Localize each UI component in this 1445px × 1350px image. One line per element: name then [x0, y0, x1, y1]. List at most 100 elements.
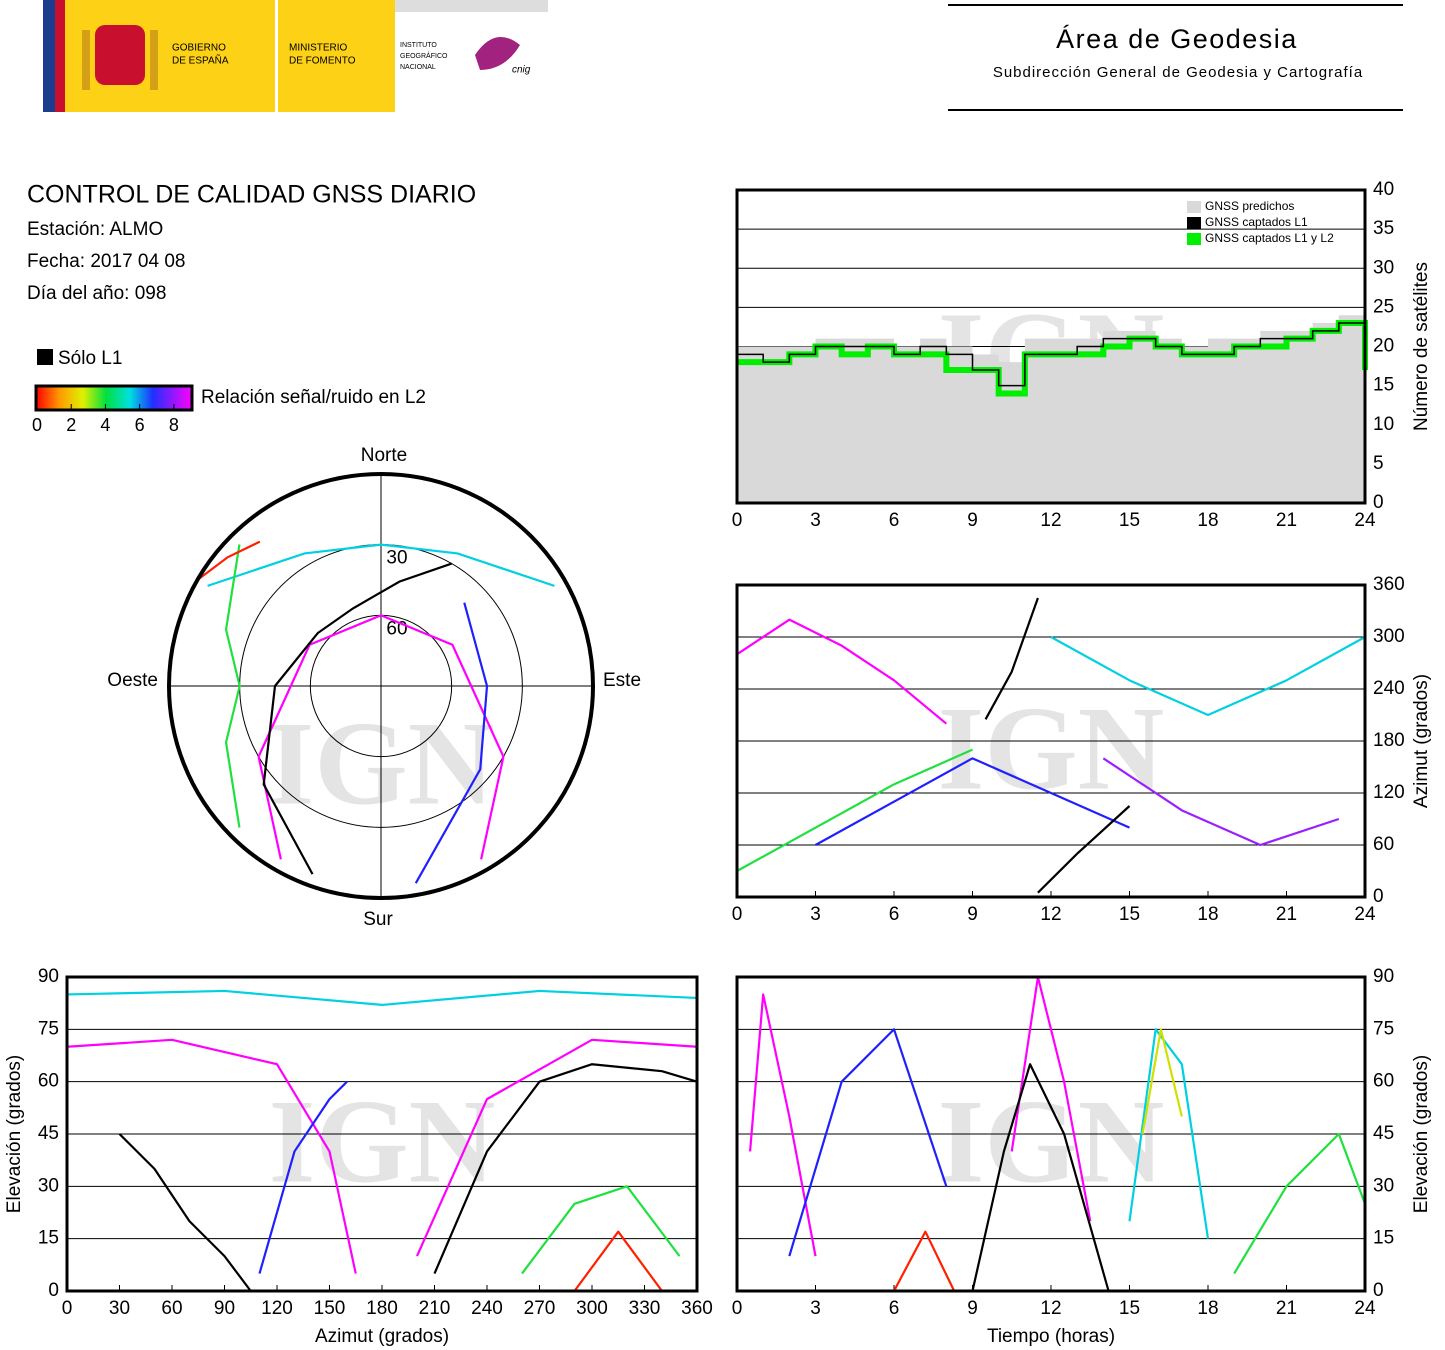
satellite-track [788, 1028, 948, 1257]
satellite-track [573, 1230, 663, 1292]
colorbar-label: Relación señal/ruido en L2 [201, 387, 426, 408]
satellite-track [118, 1133, 252, 1292]
x-tick-label: 90 [214, 1298, 235, 1319]
logo-text: DE FOMENTO [289, 56, 356, 67]
y-tick-label: 45 [1373, 1123, 1394, 1144]
satellite-track [1037, 805, 1131, 894]
y-tick-label: 75 [1373, 1018, 1394, 1039]
direction-label: Norte [361, 445, 407, 466]
satellite-track [207, 543, 555, 587]
satellite-track [258, 1080, 348, 1274]
satellite-track [1010, 975, 1092, 1222]
legend-label: GNSS captados L1 y L2 [1205, 231, 1334, 245]
x-tick-label: 150 [314, 1298, 346, 1319]
x-tick-label: 60 [161, 1298, 182, 1319]
x-tick-label: 120 [261, 1298, 293, 1319]
x-tick-label: 15 [1119, 510, 1140, 531]
station: Estación: ALMO [27, 219, 163, 240]
satellite-track [984, 597, 1039, 720]
colorbar-tick-label: 8 [169, 415, 179, 435]
y-tick-label: 120 [1373, 782, 1405, 803]
header-title: Área de Geodesia [1056, 24, 1298, 54]
y-tick-label: 30 [1373, 1175, 1394, 1196]
satellite-track [433, 1063, 698, 1274]
r-tick-label: 30 [386, 548, 407, 569]
logo-text: NACIONAL [400, 64, 436, 71]
y-tick-label: 40 [1373, 179, 1394, 200]
x-tick-label: 24 [1354, 1298, 1376, 1319]
y-tick-label: 5 [1373, 453, 1384, 474]
x-tick-label: 0 [62, 1298, 73, 1319]
y-tick-label: 25 [1373, 296, 1394, 317]
x-tick-label: 180 [366, 1298, 398, 1319]
y-tick-label: 75 [38, 1018, 59, 1039]
x-tick-label: 12 [1040, 904, 1061, 925]
line [737, 322, 1366, 387]
legend-label: GNSS predichos [1205, 199, 1294, 213]
y-tick-label: 30 [1373, 257, 1394, 278]
y-tick-label: 360 [1373, 574, 1405, 595]
y-tick-label: 35 [1373, 218, 1394, 239]
logo-text: GEOGRÁFICO [400, 51, 448, 60]
satellite-track [736, 618, 948, 725]
satellite-track [1102, 757, 1340, 847]
y-tick-label: 20 [1373, 336, 1394, 357]
colorbar-tick-label: 0 [32, 415, 42, 435]
y-tick-label: 60 [1373, 834, 1394, 855]
y-tick-label: 60 [1373, 1071, 1394, 1092]
x-tick-label: 6 [889, 904, 900, 925]
x-tick-label: 9 [967, 510, 978, 531]
satellite-track [521, 1185, 681, 1275]
x-tick-label: 210 [419, 1298, 451, 1319]
logo-text: INSTITUTO [400, 42, 437, 49]
satellite-track [971, 1063, 1110, 1292]
y-tick-label: 45 [38, 1123, 59, 1144]
y-axis-title: Azimut (grados) [1411, 674, 1432, 808]
colorbar-tick-label: 2 [66, 415, 76, 435]
y-tick-label: 0 [1373, 886, 1384, 907]
watermark: IGN [938, 682, 1165, 815]
satellite-track [814, 757, 1130, 846]
satellite-track [1233, 1132, 1367, 1275]
x-tick-label: 330 [629, 1298, 661, 1319]
x-tick-label: 3 [810, 904, 821, 925]
y-tick-label: 10 [1373, 414, 1394, 435]
y-axis-title: Elevación (grados) [1411, 1055, 1432, 1213]
logo-text: DE ESPAÑA [172, 54, 229, 67]
legend-swatch [1187, 201, 1201, 213]
logo-text: GOBIERNO [172, 43, 226, 54]
logo: GOBIERNO DE ESPAÑA MINISTERIO DE FOMENTO… [43, 0, 548, 112]
satellite-track [893, 1230, 956, 1292]
logo-text: MINISTERIO [289, 43, 348, 54]
y-axis-title: Número de satélites [1411, 262, 1432, 431]
x-tick-label: 6 [889, 1298, 900, 1319]
watermark: IGN [938, 1075, 1165, 1208]
y-tick-label: 300 [1373, 626, 1405, 647]
satellite-track [736, 748, 973, 872]
satellite-track [1141, 1028, 1183, 1135]
x-tick-label: 0 [732, 1298, 743, 1319]
report-title: CONTROL DE CALIDAD GNSS DIARIO [27, 181, 476, 209]
y-tick-label: 15 [1373, 1228, 1394, 1249]
x-tick-label: 15 [1119, 1298, 1140, 1319]
x-tick-label: 6 [889, 510, 900, 531]
legend-swatch [37, 349, 53, 365]
y-tick-label: 15 [1373, 375, 1394, 396]
x-tick-label: 18 [1197, 1298, 1218, 1319]
x-tick-label: 360 [681, 1298, 713, 1319]
watermark: IGN [269, 1075, 496, 1208]
x-tick-label: 30 [109, 1298, 130, 1319]
legend-label: Sólo L1 [58, 348, 122, 369]
day-of-year: Día del año: 098 [27, 283, 166, 304]
y-tick-label: 90 [1373, 966, 1394, 987]
y-tick-label: 30 [38, 1175, 59, 1196]
satellite-track [748, 993, 817, 1257]
direction-label: Este [603, 670, 641, 691]
x-tick-label: 9 [967, 904, 978, 925]
x-tick-label: 21 [1276, 510, 1297, 531]
satellite-track [66, 1038, 357, 1274]
x-tick-label: 12 [1040, 1298, 1061, 1319]
x-tick-label: 300 [576, 1298, 608, 1319]
plot-frame [65, 975, 699, 1293]
